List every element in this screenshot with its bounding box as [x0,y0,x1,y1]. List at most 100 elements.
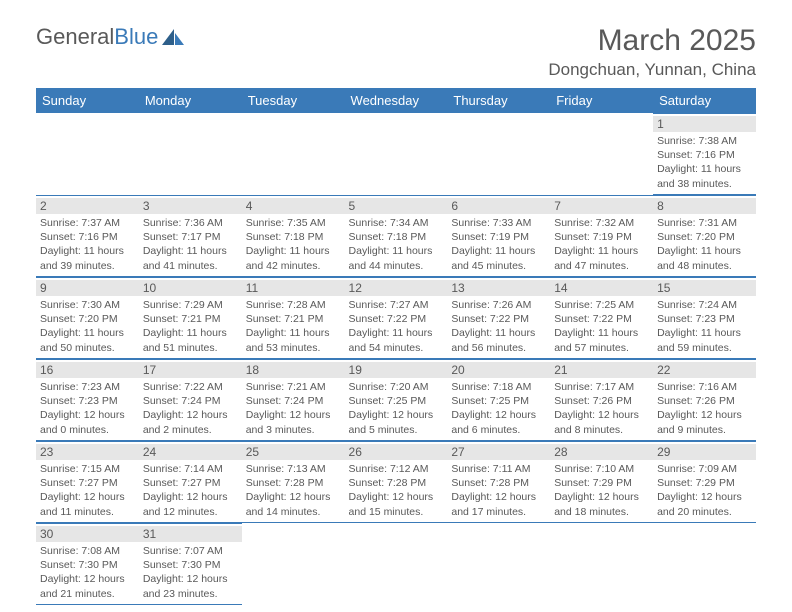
calendar-table: SundayMondayTuesdayWednesdayThursdayFrid… [36,88,756,605]
calendar-cell: 10Sunrise: 7:29 AMSunset: 7:21 PMDayligh… [139,277,242,359]
day-cell: 5Sunrise: 7:34 AMSunset: 7:18 PMDaylight… [345,195,448,277]
calendar-cell: 9Sunrise: 7:30 AMSunset: 7:20 PMDaylight… [36,277,139,359]
day-number: 15 [653,280,756,296]
calendar-cell: 14Sunrise: 7:25 AMSunset: 7:22 PMDayligh… [550,277,653,359]
day-cell: 21Sunrise: 7:17 AMSunset: 7:26 PMDayligh… [550,359,653,441]
calendar-cell: 5Sunrise: 7:34 AMSunset: 7:18 PMDaylight… [345,195,448,277]
day-cell: 24Sunrise: 7:14 AMSunset: 7:27 PMDayligh… [139,441,242,523]
calendar-cell: 25 Sunrise: 7:13 AMSunset: 7:28 PMDayligh… [242,441,345,523]
calendar-cell [345,113,448,195]
day-number: 7 [550,198,653,214]
calendar-row: 16Sunrise: 7:23 AMSunset: 7:23 PMDayligh… [36,359,756,441]
location: Dongchuan, Yunnan, China [548,60,756,80]
calendar-row: 1 Sunrise: 7:38 AMSunset: 7:16 PMDaylight… [36,113,756,195]
day-number: 9 [36,280,139,296]
day-number: 16 [36,362,139,378]
day-number: 19 [345,362,448,378]
day-cell: 9Sunrise: 7:30 AMSunset: 7:20 PMDaylight… [36,277,139,359]
calendar-cell: 28Sunrise: 7:10 AMSunset: 7:29 PMDayligh… [550,441,653,523]
day-cell: 16Sunrise: 7:23 AMSunset: 7:23 PMDayligh… [36,359,139,441]
day-info: Sunrise: 7:27 AMSunset: 7:22 PMDaylight:… [349,298,444,355]
day-info: Sunrise: 7:15 AMSunset: 7:27 PMDaylight:… [40,462,135,519]
day-number: 5 [345,198,448,214]
day-cell: 27Sunrise: 7:11 AMSunset: 7:28 PMDayligh… [447,441,550,523]
day-info: Sunrise: 7:35 AMSunset: 7:18 PMDaylight:… [246,216,341,273]
day-info: Sunrise: 7:18 AMSunset: 7:25 PMDaylight:… [451,380,546,437]
day-number: 21 [550,362,653,378]
day-cell: 17Sunrise: 7:22 AMSunset: 7:24 PMDayligh… [139,359,242,441]
calendar-cell: 16Sunrise: 7:23 AMSunset: 7:23 PMDayligh… [36,359,139,441]
calendar-cell: 4 Sunrise: 7:35 AMSunset: 7:18 PMDaylight… [242,195,345,277]
day-number: 1 [653,116,756,132]
calendar-cell [550,113,653,195]
calendar-cell [447,523,550,605]
calendar-cell: 24Sunrise: 7:14 AMSunset: 7:27 PMDayligh… [139,441,242,523]
day-info: Sunrise: 7:31 AMSunset: 7:20 PMDaylight:… [657,216,752,273]
calendar-cell: 21Sunrise: 7:17 AMSunset: 7:26 PMDayligh… [550,359,653,441]
calendar-cell: 8 Sunrise: 7:31 AMSunset: 7:20 PMDaylight… [653,195,756,277]
calendar-cell: 27Sunrise: 7:11 AMSunset: 7:28 PMDayligh… [447,441,550,523]
day-number: 18 [242,362,345,378]
day-info: Sunrise: 7:14 AMSunset: 7:27 PMDaylight:… [143,462,238,519]
calendar-cell [242,523,345,605]
day-info: Sunrise: 7:21 AMSunset: 7:24 PMDaylight:… [246,380,341,437]
month-title: March 2025 [548,24,756,58]
calendar-row: 2 Sunrise: 7:37 AMSunset: 7:16 PMDaylight… [36,195,756,277]
day-info: Sunrise: 7:36 AMSunset: 7:17 PMDaylight:… [143,216,238,273]
calendar-cell: 15 Sunrise: 7:24 AMSunset: 7:23 PMDayligh… [653,277,756,359]
day-cell: 26Sunrise: 7:12 AMSunset: 7:28 PMDayligh… [345,441,448,523]
sail-icon [160,27,186,47]
day-number: 25 [242,444,345,460]
day-info: Sunrise: 7:09 AMSunset: 7:29 PMDaylight:… [657,462,752,519]
day-cell: 14Sunrise: 7:25 AMSunset: 7:22 PMDayligh… [550,277,653,359]
calendar-cell: 13 Sunrise: 7:26 AMSunset: 7:22 PMDayligh… [447,277,550,359]
day-cell: 1 Sunrise: 7:38 AMSunset: 7:16 PMDaylight… [653,113,756,195]
calendar-cell: 26Sunrise: 7:12 AMSunset: 7:28 PMDayligh… [345,441,448,523]
logo-text-1: General [36,24,114,50]
weekday-header: Saturday [653,88,756,113]
day-number: 26 [345,444,448,460]
day-info: Sunrise: 7:13 AMSunset: 7:28 PMDaylight:… [246,462,341,519]
weekday-header: Wednesday [345,88,448,113]
calendar-cell [139,113,242,195]
calendar-cell: 19Sunrise: 7:20 AMSunset: 7:25 PMDayligh… [345,359,448,441]
day-number: 4 [242,198,345,214]
day-info: Sunrise: 7:22 AMSunset: 7:24 PMDaylight:… [143,380,238,437]
day-cell: 29 Sunrise: 7:09 AMSunset: 7:29 PMDayligh… [653,441,756,523]
day-info: Sunrise: 7:37 AMSunset: 7:16 PMDaylight:… [40,216,135,273]
calendar-cell: 2 Sunrise: 7:37 AMSunset: 7:16 PMDaylight… [36,195,139,277]
day-number: 10 [139,280,242,296]
day-number: 8 [653,198,756,214]
day-number: 29 [653,444,756,460]
day-info: Sunrise: 7:26 AMSunset: 7:22 PMDaylight:… [451,298,546,355]
day-cell: 8 Sunrise: 7:31 AMSunset: 7:20 PMDaylight… [653,195,756,277]
calendar-cell: 3 Sunrise: 7:36 AMSunset: 7:17 PMDaylight… [139,195,242,277]
day-info: Sunrise: 7:38 AMSunset: 7:16 PMDaylight:… [657,134,752,191]
day-info: Sunrise: 7:28 AMSunset: 7:21 PMDaylight:… [246,298,341,355]
day-cell: 31Sunrise: 7:07 AMSunset: 7:30 PMDayligh… [139,523,242,605]
calendar-row: 9Sunrise: 7:30 AMSunset: 7:20 PMDaylight… [36,277,756,359]
day-number: 30 [36,526,139,542]
day-info: Sunrise: 7:25 AMSunset: 7:22 PMDaylight:… [554,298,649,355]
calendar-cell [36,113,139,195]
day-info: Sunrise: 7:08 AMSunset: 7:30 PMDaylight:… [40,544,135,601]
day-cell: 20Sunrise: 7:18 AMSunset: 7:25 PMDayligh… [447,359,550,441]
day-cell: 22Sunrise: 7:16 AMSunset: 7:26 PMDayligh… [653,359,756,441]
day-cell: 19Sunrise: 7:20 AMSunset: 7:25 PMDayligh… [345,359,448,441]
day-cell: 7Sunrise: 7:32 AMSunset: 7:19 PMDaylight… [550,195,653,277]
day-number: 13 [447,280,550,296]
calendar-row: 23 Sunrise: 7:15 AMSunset: 7:27 PMDayligh… [36,441,756,523]
calendar-cell [653,523,756,605]
calendar-cell [550,523,653,605]
day-info: Sunrise: 7:24 AMSunset: 7:23 PMDaylight:… [657,298,752,355]
day-cell: 2 Sunrise: 7:37 AMSunset: 7:16 PMDaylight… [36,195,139,277]
day-number: 23 [36,444,139,460]
day-cell: 12Sunrise: 7:27 AMSunset: 7:22 PMDayligh… [345,277,448,359]
calendar-cell: 29 Sunrise: 7:09 AMSunset: 7:29 PMDayligh… [653,441,756,523]
day-number: 2 [36,198,139,214]
weekday-header: Thursday [447,88,550,113]
calendar-cell: 23 Sunrise: 7:15 AMSunset: 7:27 PMDayligh… [36,441,139,523]
calendar-cell: 30 Sunrise: 7:08 AMSunset: 7:30 PMDayligh… [36,523,139,605]
day-number: 3 [139,198,242,214]
day-info: Sunrise: 7:33 AMSunset: 7:19 PMDaylight:… [451,216,546,273]
